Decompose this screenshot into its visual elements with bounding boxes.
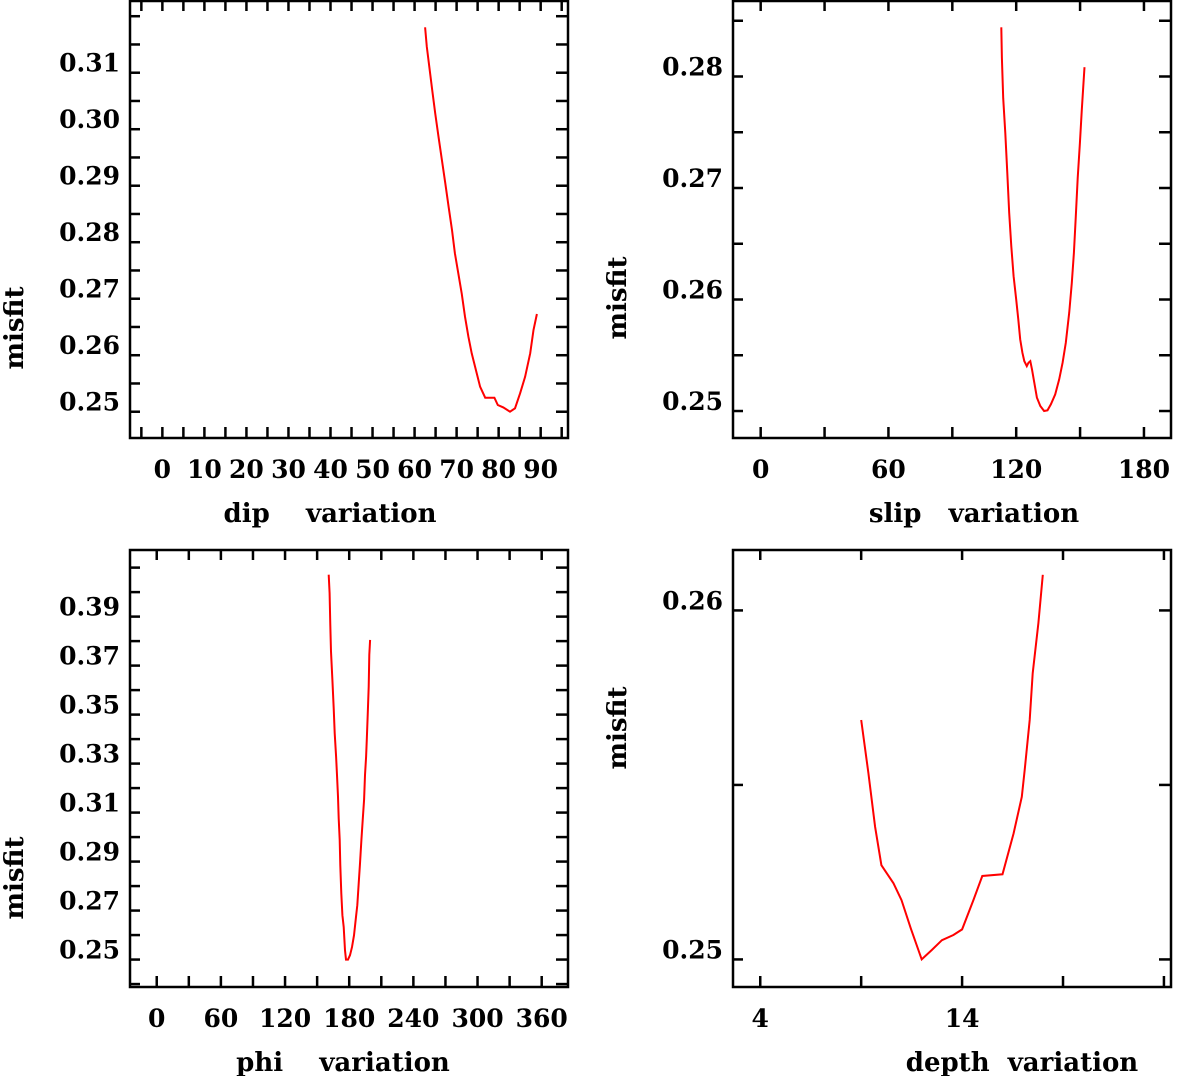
x-tick-label: 240	[387, 1004, 439, 1033]
misfit-curve	[860, 574, 1044, 962]
misfit-curve	[327, 574, 372, 961]
y-tick-label: 0.26	[662, 586, 723, 615]
x-tick-label: 80	[481, 455, 516, 484]
y-tick-label: 0.39	[59, 593, 120, 622]
y-tick-label: 0.37	[59, 642, 120, 671]
x-tick-label: 10	[187, 455, 222, 484]
y-tick-label: 0.29	[59, 838, 120, 867]
x-tick-label: 70	[439, 455, 474, 484]
y-tick-label: 0.25	[662, 387, 723, 416]
phi-variation-panel: 0 60 120 180 240 300 360 0.25 0.27 0.29 0.31 0.33 0.…	[0, 548, 570, 1076]
misfit-curve	[1000, 27, 1086, 413]
x-tick-label: 50	[355, 455, 390, 484]
y-tick-label: 0.27	[59, 887, 120, 916]
x-tick-label: 30	[271, 455, 306, 484]
x-tick-label: 60	[871, 455, 906, 484]
axes-frame	[731, 0, 1173, 440]
y-tick-label: 0.25	[59, 388, 120, 417]
x-tick-label: 120	[990, 455, 1042, 484]
x-tick-label: 360	[516, 1004, 568, 1033]
x-tick-label: 20	[229, 455, 264, 484]
x-tick-label: 0	[752, 455, 769, 484]
depth-variation-panel: 4 14 0.25 0.26 depth variation misfit	[603, 548, 1173, 1076]
x-tick-label: 180	[323, 1004, 375, 1033]
x-tick-label: 14	[945, 1004, 980, 1033]
x-tick-label: 60	[397, 455, 432, 484]
misfit-curve	[424, 27, 538, 413]
y-tick-label: 0.27	[59, 275, 120, 304]
y-tick-label: 0.31	[59, 789, 120, 818]
x-tick-label: 40	[313, 455, 348, 484]
axes-frame	[731, 548, 1173, 989]
x-axis-label: phi variation	[236, 1048, 450, 1076]
x-axis-label: slip variation	[869, 499, 1079, 529]
y-tick-label: 0.28	[662, 52, 723, 81]
x-tick-label: 60	[203, 1004, 238, 1033]
dip-variation-panel: 0 10 20 30 40 50 60 70 80 90 0.25 0.26 0.27 0.28 0.29 0…	[0, 0, 570, 529]
y-axis-label: misfit	[603, 257, 633, 340]
x-tick-label: 300	[451, 1004, 503, 1033]
y-tick-label: 0.29	[59, 162, 120, 191]
y-tick-label: 0.25	[59, 936, 120, 965]
y-tick-label: 0.28	[59, 218, 120, 247]
x-tick-label: 90	[523, 455, 558, 484]
y-tick-label: 0.26	[662, 276, 723, 305]
x-tick-label: 180	[1118, 455, 1170, 484]
y-axis-label: misfit	[0, 837, 30, 920]
x-axis-label: depth variation	[906, 1048, 1139, 1076]
axes-frame	[128, 548, 570, 989]
y-axis-label: misfit	[603, 687, 633, 770]
y-tick-label: 0.26	[59, 331, 120, 360]
x-tick-label: 120	[259, 1004, 311, 1033]
y-tick-label: 0.31	[59, 49, 120, 78]
y-tick-label: 0.30	[59, 105, 120, 134]
y-tick-label: 0.33	[59, 740, 120, 769]
slip-variation-panel: 0 60 120 180 0.25 0.26 0.27 0.28 slip variation m…	[603, 0, 1173, 529]
y-axis-label: misfit	[0, 287, 30, 370]
axes-frame	[128, 0, 570, 440]
x-tick-label: 0	[148, 1004, 165, 1033]
y-tick-label: 0.25	[662, 935, 723, 964]
x-tick-label: 4	[752, 1004, 769, 1033]
y-tick-label: 0.35	[59, 691, 120, 720]
x-axis-label: dip variation	[224, 499, 437, 529]
x-tick-label: 0	[154, 455, 171, 484]
y-tick-label: 0.27	[662, 164, 723, 193]
